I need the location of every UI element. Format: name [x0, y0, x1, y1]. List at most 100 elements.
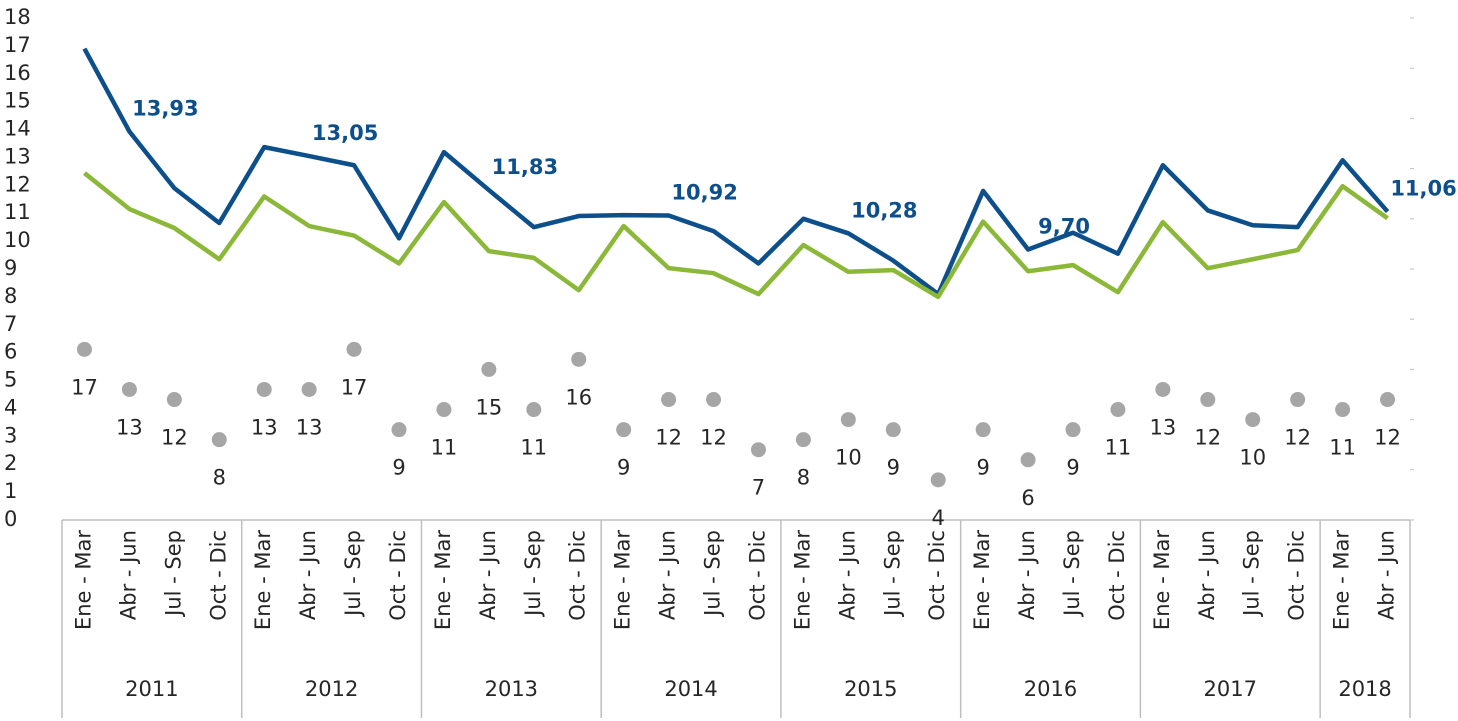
marker [750, 442, 766, 458]
marker-label: 12 [161, 426, 188, 450]
marker-label: 10 [835, 446, 862, 470]
x-tick-label: Abr - Jun [1195, 530, 1219, 620]
marker [1200, 392, 1216, 408]
marker [1335, 402, 1351, 418]
marker [1380, 392, 1396, 408]
x-tick-label: Jul - Sep [161, 530, 185, 618]
marker-label: 13 [296, 415, 323, 439]
marker [706, 392, 722, 408]
marker [301, 381, 317, 397]
line [82, 47, 1390, 297]
x-tick-label: Oct - Dic [566, 530, 590, 621]
x-tick-label: Abr - Jun [656, 530, 680, 620]
x-tick-label: Abr - Jun [476, 530, 500, 620]
marker-label: 12 [655, 426, 682, 450]
x-group-label: 2012 [305, 677, 358, 701]
x-group-label: 2014 [664, 677, 717, 701]
y-tick-label: 8 [4, 284, 17, 308]
data-label: 13,93 [132, 97, 198, 121]
x-tick-label: Jul - Sep [1240, 530, 1264, 618]
x-tick-label: Abr - Jun [1015, 530, 1039, 620]
marker [885, 422, 901, 438]
marker [1155, 381, 1171, 397]
marker-label: 15 [475, 395, 502, 419]
marker-label: 8 [797, 466, 810, 490]
marker-label: 9 [392, 456, 405, 480]
marker [571, 351, 587, 367]
x-tick-label: Ene - Mar [251, 530, 275, 630]
x-tick-label: Ene - Mar [970, 530, 994, 630]
marker-label: 7 [752, 476, 765, 500]
data-label: 11,06 [1390, 177, 1456, 201]
marker-label: 11 [520, 436, 547, 460]
x-tick-label: Ene - Mar [71, 530, 95, 630]
marker [795, 432, 811, 448]
data-label: 13,05 [312, 121, 378, 145]
y-tick-label: 9 [4, 256, 17, 280]
y-tick-label: 11 [4, 200, 31, 224]
marker-label: 12 [700, 426, 727, 450]
x-tick-label: Abr - Jun [835, 530, 859, 620]
x-tick-label: Ene - Mar [611, 530, 635, 630]
y-tick-label: 2 [4, 451, 17, 475]
marker [661, 392, 677, 408]
marker-label: 9 [887, 456, 900, 480]
marker [256, 381, 272, 397]
x-tick-label: Ene - Mar [431, 530, 455, 630]
marker [436, 402, 452, 418]
x-tick-label: Jul - Sep [701, 530, 725, 618]
x-tick-label: Ene - Mar [1330, 530, 1354, 630]
x-tick-label: Oct - Dic [206, 530, 230, 621]
line [83, 171, 1389, 300]
y-tick-label: 15 [4, 89, 31, 113]
x-tick-label: Abr - Jun [296, 530, 320, 620]
y-tick-label: 7 [4, 312, 17, 336]
x-tick-label: Abr - Jun [116, 530, 140, 620]
marker [1020, 452, 1036, 468]
x-tick-label: Oct - Dic [925, 530, 949, 621]
data-label: 11,83 [492, 155, 558, 179]
marker [166, 392, 182, 408]
y-tick-label: 16 [4, 61, 31, 85]
data-label: 10,28 [851, 198, 917, 222]
marker-label: 12 [1194, 426, 1221, 450]
marker-label: 11 [1329, 436, 1356, 460]
x-group-label: 2017 [1204, 677, 1257, 701]
marker [526, 402, 542, 418]
marker-label: 11 [1105, 436, 1132, 460]
marker [211, 432, 227, 448]
marker [840, 412, 856, 428]
marker-label: 11 [431, 436, 458, 460]
marker-label: 12 [1374, 426, 1401, 450]
y-tick-label: 4 [4, 395, 17, 419]
y-tick-label: 5 [4, 368, 17, 392]
marker [1290, 392, 1306, 408]
marker [1110, 402, 1126, 418]
x-group-label: 2018 [1338, 677, 1391, 701]
x-group-label: 2015 [844, 677, 897, 701]
marker-label: 8 [213, 466, 226, 490]
data-label: 10,92 [671, 180, 737, 204]
y-tick-label: 1 [4, 479, 17, 503]
marker-label: 16 [565, 385, 592, 409]
y-tick-label: 18 [4, 5, 31, 29]
marker [616, 422, 632, 438]
marker-label: 13 [116, 415, 143, 439]
marker-label: 12 [1284, 426, 1311, 450]
y-tick-label: 0 [4, 507, 17, 531]
marker-label: 9 [1066, 456, 1079, 480]
x-tick-label: Jul - Sep [880, 530, 904, 618]
marker [930, 472, 946, 488]
x-tick-label: Ene - Mar [1150, 530, 1174, 630]
x-group-label: 2013 [485, 677, 538, 701]
x-tick-label: Abr - Jun [1375, 530, 1399, 620]
marker [346, 341, 362, 357]
marker-label: 17 [71, 375, 98, 399]
marker-label: 9 [617, 456, 630, 480]
x-tick-label: Jul - Sep [521, 530, 545, 618]
marker-label: 10 [1239, 446, 1266, 470]
marker [481, 361, 497, 377]
marker [1245, 412, 1261, 428]
